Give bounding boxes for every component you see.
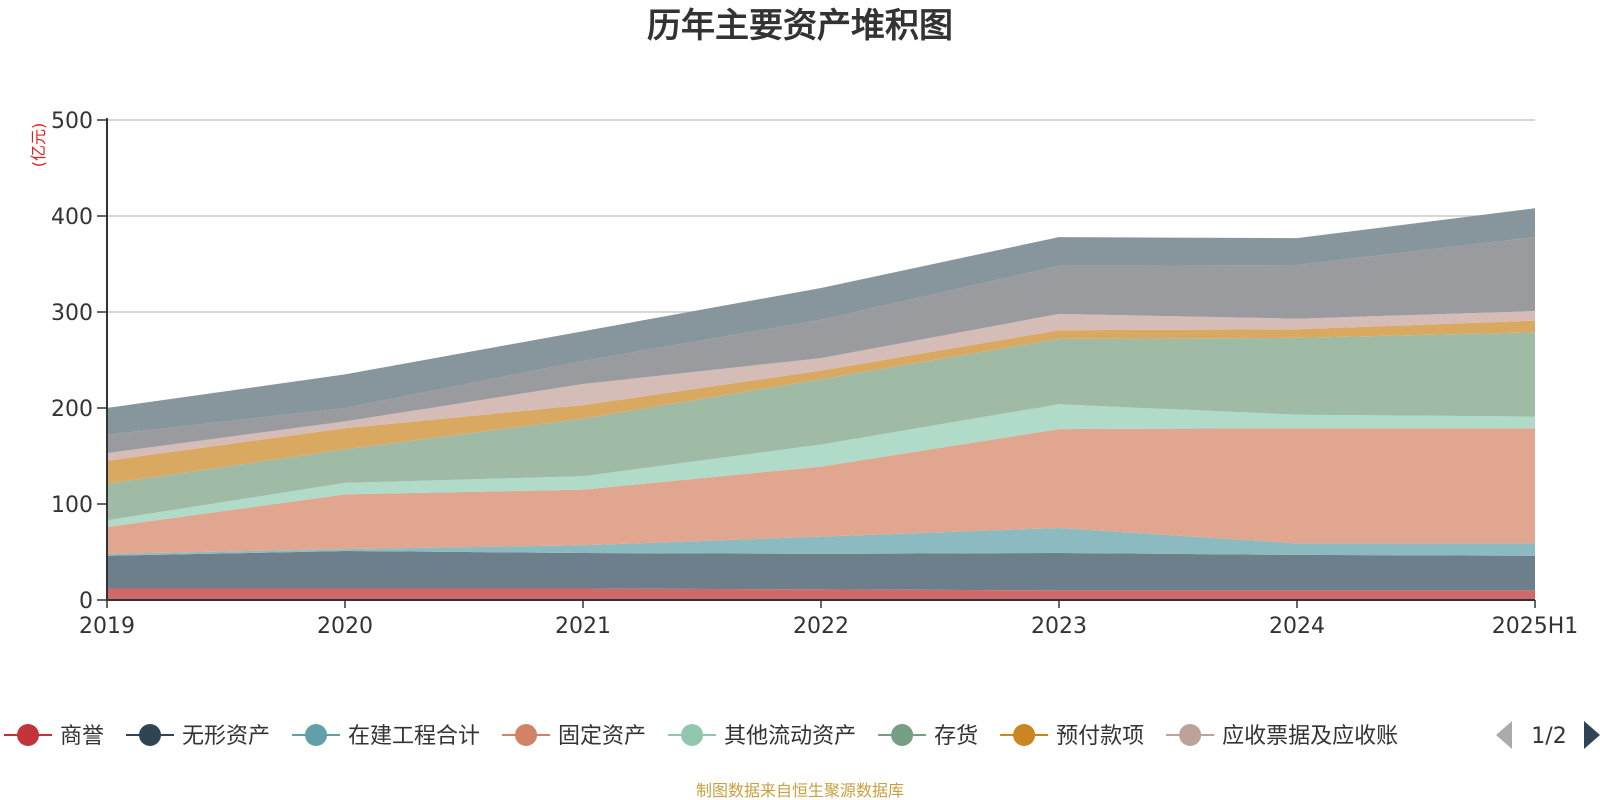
legend-label: 应收票据及应收账	[1222, 724, 1398, 749]
area-series-4	[107, 404, 1535, 527]
y-axis-label: (亿元)	[29, 123, 48, 168]
area-series-8	[107, 237, 1535, 454]
legend-marker-icon	[139, 724, 162, 746]
area-series-1	[107, 551, 1535, 591]
legend-prev-icon[interactable]	[1496, 721, 1512, 749]
legend-label: 预付款项	[1056, 724, 1144, 749]
legend-next-icon[interactable]	[1584, 721, 1600, 749]
area-series-9	[107, 208, 1535, 435]
legend-item[interactable]: 应收票据及应收账	[1166, 724, 1398, 749]
x-tick-label: 2025H1	[1492, 614, 1579, 639]
area-series-3	[107, 428, 1535, 554]
legend-label: 固定资产	[558, 724, 646, 749]
legend-label: 在建工程合计	[348, 724, 480, 749]
stacked-areas	[107, 208, 1535, 600]
legend-label: 无形资产	[182, 724, 270, 749]
legend-item[interactable]: 固定资产	[502, 724, 646, 749]
axes: 0 100 200 300 400 500 2019 2020 2021 2022 2023 2024…	[51, 109, 1578, 639]
area-series-2	[107, 528, 1535, 556]
legend-marker-icon	[1013, 724, 1036, 746]
y-tick-label: 300	[51, 301, 93, 326]
x-tick-label: 2021	[555, 614, 611, 639]
legend-marker-icon	[891, 724, 914, 746]
legend-item[interactable]: 其他流动资产	[668, 724, 856, 749]
legend-item[interactable]: 无形资产	[126, 724, 270, 749]
y-tick-label: 200	[51, 397, 93, 422]
legend-pager: 1/2	[1496, 721, 1600, 749]
legend-item[interactable]: 预付款项	[1000, 724, 1144, 749]
legend-page-indicator: 1/2	[1531, 724, 1566, 749]
y-tick-label: 400	[51, 205, 93, 230]
x-tick-label: 2019	[79, 614, 135, 639]
area-series-5	[107, 332, 1535, 521]
area-series-0	[107, 588, 1535, 600]
x-tick-label: 2023	[1031, 614, 1087, 639]
legend-item[interactable]: 在建工程合计	[292, 724, 480, 749]
y-tick-label: 100	[51, 493, 93, 518]
y-tick-label: 0	[79, 589, 93, 614]
legend-label: 商誉	[60, 724, 104, 749]
legend-marker-icon	[515, 724, 538, 746]
legend-marker-icon	[305, 724, 328, 746]
legend-item[interactable]: 存货	[878, 724, 978, 749]
legend-item[interactable]: 商誉	[4, 724, 104, 749]
x-tick-label: 2024	[1269, 614, 1325, 639]
legend-label: 存货	[934, 724, 978, 749]
y-tick-label: 500	[51, 109, 93, 134]
legend-marker-icon	[681, 724, 704, 746]
legend: 商誉 无形资产 在建工程合计 固定资产 其他流动资产 存货 预付款项 应收票据及应收账	[4, 724, 1398, 749]
x-tick-label: 2020	[317, 614, 373, 639]
legend-marker-icon	[1179, 724, 1202, 746]
legend-marker-icon	[17, 724, 39, 746]
x-tick-label: 2022	[793, 614, 849, 639]
legend-label: 其他流动资产	[724, 724, 856, 749]
data-source-note: 制图数据来自恒生聚源数据库	[696, 781, 904, 800]
chart-title: 历年主要资产堆积图	[647, 6, 953, 46]
